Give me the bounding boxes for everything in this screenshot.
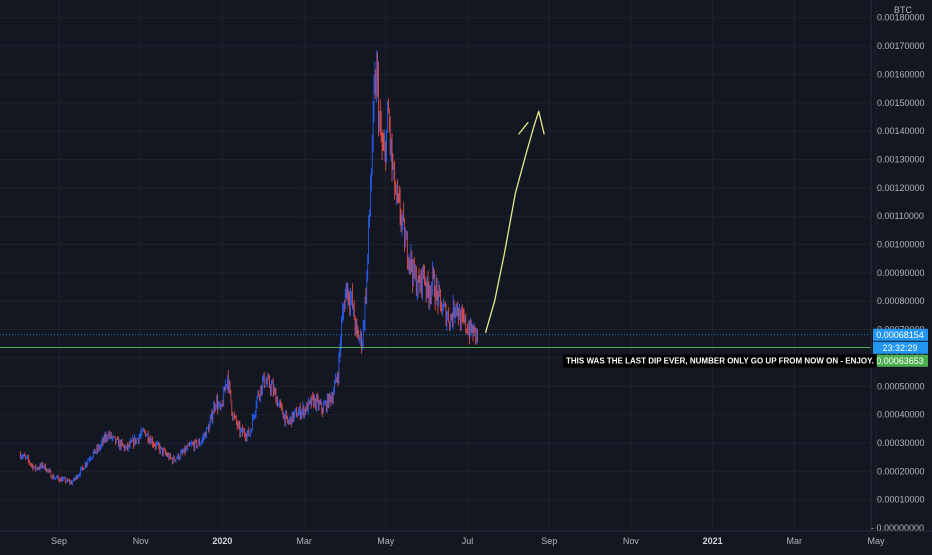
x-tick-label: Mar [787,536,803,546]
annotation-background [563,354,877,368]
y-tick-label: 0.00150000 [877,98,925,108]
y-tick-label: 0.00050000 [877,381,925,391]
price-axis[interactable]: BTC 0.00010000 0.00020000 0.00030000 0.0004… [870,0,925,533]
x-tick-label: Nov [623,536,640,546]
y-ticks-layer: 0.00010000 0.00020000 0.00030000 0.00040000… [871,13,925,533]
x-tick-label: May [867,536,885,546]
x-tick-label: Sep [51,536,67,546]
x-tick-label: Sep [541,536,557,546]
annotation-note[interactable]: THIS WAS THE LAST DIP EVER, NUMBER ONLY … [563,354,877,368]
countdown-tag: 23:32:29 [882,343,917,353]
x-tick-label: 2020 [212,536,232,546]
quote-currency-label: BTC [894,5,913,15]
y-tick-label: 0.00090000 [877,268,925,278]
time-axis[interactable]: Sep Nov 2020 Mar May Jul Sep Nov 2021 Mar May [0,530,932,546]
freehand-drawing [484,110,545,334]
x-tick-label: Mar [296,536,312,546]
y-tick-label: 0.00080000 [877,296,925,306]
last-price-tag-bg [873,328,928,341]
x-tick-label: Nov [133,536,150,546]
y-tick-label: 0.00040000 [877,410,925,420]
hline-price-tag-bg [873,354,928,367]
y-tick-label: 0.00140000 [877,126,925,136]
y-tick-label: 0.00020000 [877,466,925,476]
countdown-tag-bg [873,341,928,354]
x-tick-label: 2021 [703,536,723,546]
drawing-layer[interactable] [484,110,545,334]
annotation-text: THIS WAS THE LAST DIP EVER, NUMBER ONLY … [566,357,874,366]
y-tick-label: 0.00160000 [877,69,925,79]
y-tick-label: 0.00170000 [877,41,925,51]
price-tags: 0.00068154 23:32:29 0.00063653 [873,328,928,367]
y-tick-label: - 0.00000000 [871,523,924,533]
x-ticks-layer: Sep Nov 2020 Mar May Jul Sep Nov 2021 Mar May [51,536,885,546]
lines-layer [0,334,871,349]
y-tick-label: 0.00120000 [877,183,925,193]
y-tick-label: 0.00180000 [877,13,925,23]
y-tick-label: 0.00130000 [877,154,925,164]
x-tick-label: Jul [462,536,474,546]
y-tick-label: 0.00030000 [877,438,925,448]
y-tick-label: 0.00100000 [877,240,925,250]
grid-layer [0,0,877,531]
hline-price-tag: 0.00063653 [876,356,924,366]
x-tick-label: May [377,536,395,546]
y-tick-label: 0.00110000 [877,211,924,221]
candles-layer [19,50,478,486]
y-tick-label: 0.00010000 [877,495,925,505]
freehand-drawing-hook [518,121,529,135]
last-price-tag: 0.00068154 [876,330,924,340]
